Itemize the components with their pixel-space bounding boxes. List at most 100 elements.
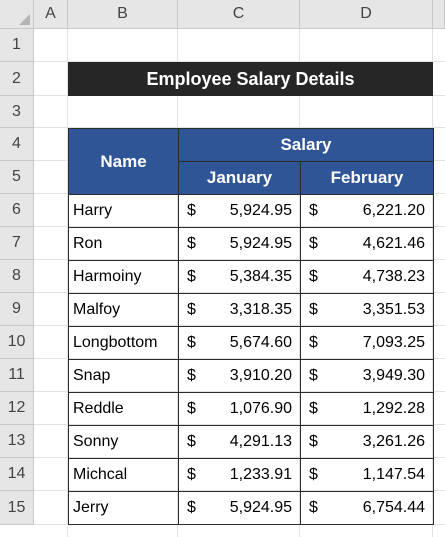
currency-symbol: $ <box>309 301 318 318</box>
january-salary-cell[interactable]: $5,384.35 <box>178 260 301 294</box>
employee-name-cell[interactable]: Longbottom <box>68 326 179 360</box>
employee-name-cell[interactable]: Jerry <box>68 491 179 525</box>
currency-symbol: $ <box>187 367 196 384</box>
column-header-d[interactable]: D <box>300 0 433 29</box>
february-amount: 6,221.20 <box>362 202 425 219</box>
row-header[interactable]: 9 <box>0 293 34 326</box>
employee-name-cell[interactable]: Malfoy <box>68 293 179 327</box>
row-header[interactable]: 14 <box>0 458 34 491</box>
january-salary-cell[interactable]: $1,233.91 <box>178 458 301 492</box>
currency-symbol: $ <box>187 433 196 450</box>
february-amount: 3,351.53 <box>362 301 425 318</box>
row-header[interactable]: 15 <box>0 491 34 525</box>
february-amount: 7,093.25 <box>362 334 425 351</box>
row-header[interactable]: 12 <box>0 392 34 425</box>
row-header[interactable]: 3 <box>0 96 34 128</box>
currency-symbol: $ <box>309 202 318 219</box>
february-amount: 1,147.54 <box>362 466 425 483</box>
february-salary-cell[interactable]: $6,754.44 <box>300 491 434 525</box>
sheet-title[interactable]: Employee Salary Details <box>68 62 433 96</box>
january-amount: 5,924.95 <box>229 235 292 252</box>
january-amount: 5,384.35 <box>229 268 292 285</box>
january-amount: 4,291.13 <box>229 433 292 450</box>
currency-symbol: $ <box>309 499 318 516</box>
january-salary-cell[interactable]: $5,924.95 <box>178 227 301 261</box>
february-salary-cell[interactable]: $3,261.26 <box>300 425 434 459</box>
february-salary-cell[interactable]: $6,221.20 <box>300 194 434 228</box>
january-amount: 5,924.95 <box>229 202 292 219</box>
row-header[interactable]: 5 <box>0 161 34 194</box>
currency-symbol: $ <box>309 433 318 450</box>
row-header[interactable]: 10 <box>0 326 34 359</box>
table-row: Jerry $5,924.95 $6,754.44 <box>68 491 434 525</box>
february-salary-cell[interactable]: $3,949.30 <box>300 359 434 393</box>
february-salary-cell[interactable]: $4,738.23 <box>300 260 434 294</box>
employee-name-cell[interactable]: Ron <box>68 227 179 261</box>
column-header-e[interactable] <box>433 0 445 29</box>
february-amount: 3,949.30 <box>362 367 425 384</box>
february-amount: 4,738.23 <box>362 268 425 285</box>
column-header-b[interactable]: B <box>68 0 178 29</box>
february-amount: 6,754.44 <box>362 499 425 516</box>
select-all-corner[interactable] <box>0 0 34 29</box>
currency-symbol: $ <box>309 334 318 351</box>
february-header[interactable]: February <box>300 161 434 195</box>
currency-symbol: $ <box>309 367 318 384</box>
select-all-icon <box>19 14 30 25</box>
currency-symbol: $ <box>187 301 196 318</box>
january-amount: 1,076.90 <box>229 400 292 417</box>
row-header[interactable]: 6 <box>0 194 34 227</box>
table-row: Michcal $1,233.91 $1,147.54 <box>68 458 434 492</box>
row-header[interactable]: 4 <box>0 128 34 161</box>
january-salary-cell[interactable]: $3,910.20 <box>178 359 301 393</box>
january-salary-cell[interactable]: $5,924.95 <box>178 194 301 228</box>
february-salary-cell[interactable]: $3,351.53 <box>300 293 434 327</box>
row-header[interactable]: 13 <box>0 425 34 458</box>
february-amount: 4,621.46 <box>362 235 425 252</box>
table-row: Reddle $1,076.90 $1,292.28 <box>68 392 434 426</box>
currency-symbol: $ <box>187 235 196 252</box>
row-header[interactable]: 11 <box>0 359 34 392</box>
employee-name-cell[interactable]: Snap <box>68 359 179 393</box>
february-salary-cell[interactable]: $7,093.25 <box>300 326 434 360</box>
currency-symbol: $ <box>187 400 196 417</box>
employee-name-cell[interactable]: Michcal <box>68 458 179 492</box>
row-header[interactable]: 2 <box>0 62 34 96</box>
salary-header[interactable]: Salary <box>178 128 434 162</box>
column-header-c[interactable]: C <box>178 0 300 29</box>
employee-name-cell[interactable]: Reddle <box>68 392 179 426</box>
currency-symbol: $ <box>309 466 318 483</box>
table-row: Harry $5,924.95 $6,221.20 <box>68 194 434 228</box>
january-amount: 1,233.91 <box>229 466 292 483</box>
currency-symbol: $ <box>187 499 196 516</box>
table-row: Harmoiny $5,384.35 $4,738.23 <box>68 260 434 294</box>
january-salary-cell[interactable]: $3,318.35 <box>178 293 301 327</box>
table-row: Ron $5,924.95 $4,621.46 <box>68 227 434 261</box>
january-salary-cell[interactable]: $5,924.95 <box>178 491 301 525</box>
january-amount: 5,924.95 <box>229 499 292 516</box>
name-header[interactable]: Name <box>68 128 179 195</box>
employee-name-cell[interactable]: Harry <box>68 194 179 228</box>
table-row: Snap $3,910.20 $3,949.30 <box>68 359 434 393</box>
column-header-a[interactable]: A <box>34 0 68 29</box>
currency-symbol: $ <box>309 235 318 252</box>
january-header[interactable]: January <box>178 161 301 195</box>
currency-symbol: $ <box>309 268 318 285</box>
february-amount: 3,261.26 <box>362 433 425 450</box>
january-salary-cell[interactable]: $5,674.60 <box>178 326 301 360</box>
january-salary-cell[interactable]: $1,076.90 <box>178 392 301 426</box>
row-header[interactable]: 7 <box>0 227 34 260</box>
february-salary-cell[interactable]: $1,147.54 <box>300 458 434 492</box>
employee-name-cell[interactable]: Harmoiny <box>68 260 179 294</box>
currency-symbol: $ <box>309 400 318 417</box>
row-header[interactable]: 8 <box>0 260 34 293</box>
february-salary-cell[interactable]: $1,292.28 <box>300 392 434 426</box>
february-amount: 1,292.28 <box>362 400 425 417</box>
january-amount: 3,318.35 <box>229 301 292 318</box>
january-salary-cell[interactable]: $4,291.13 <box>178 425 301 459</box>
employee-name-cell[interactable]: Sonny <box>68 425 179 459</box>
january-amount: 5,674.60 <box>229 334 292 351</box>
row-header[interactable]: 1 <box>0 29 34 62</box>
february-salary-cell[interactable]: $4,621.46 <box>300 227 434 261</box>
